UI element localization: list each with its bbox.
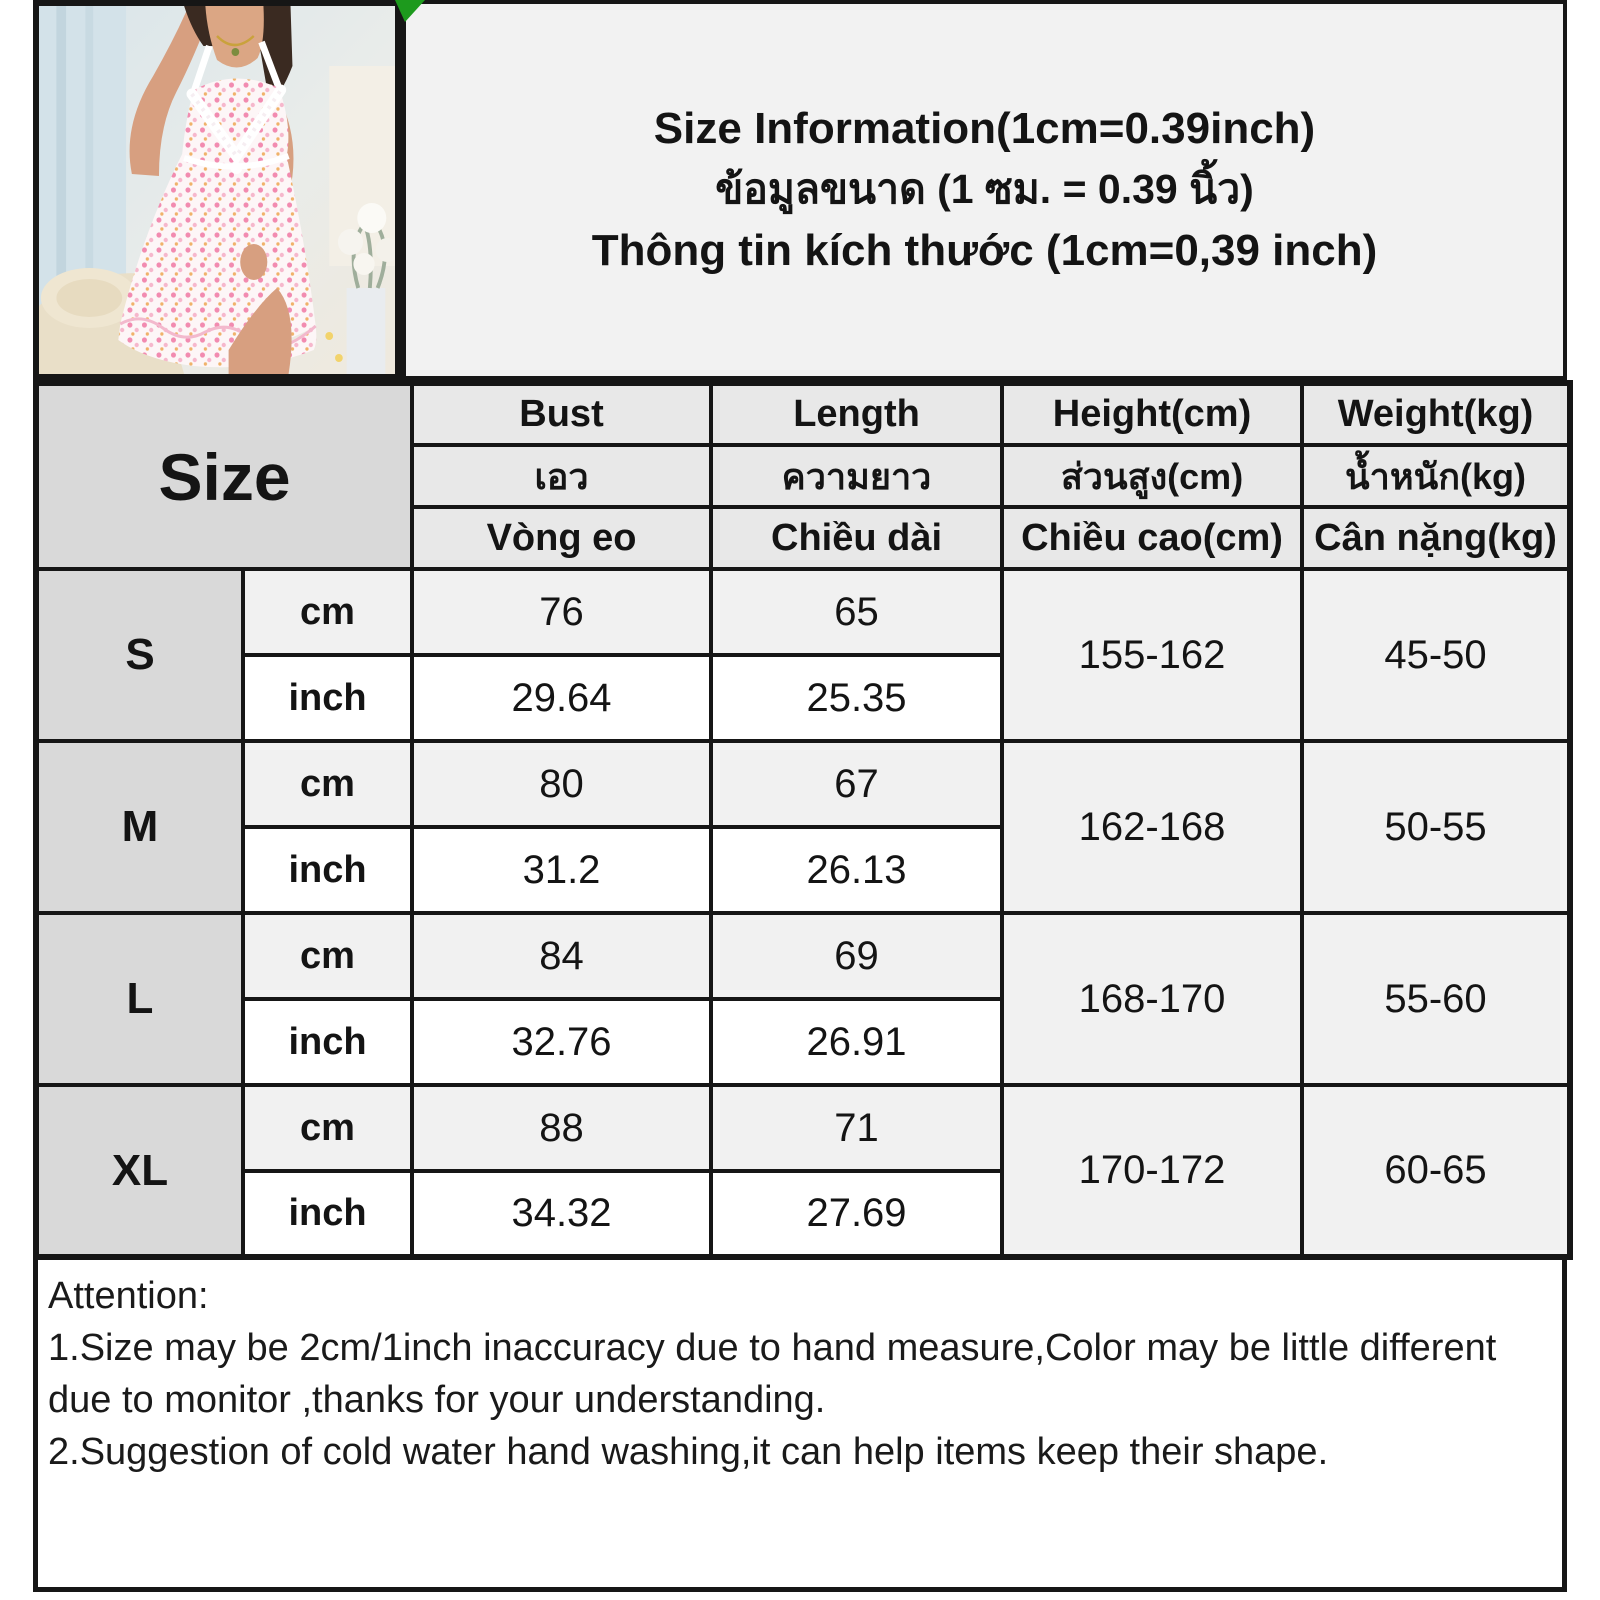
col-header-height-th: ส่วนสูง(cm) [1000,443,1305,509]
table-row-m-cm: M cm 80 67 162-168 50-55 [34,739,1573,915]
col-header-weight-th: น้ำหนัก(kg) [1300,443,1573,509]
bust-cm-m: 80 [410,739,714,829]
title-thai: ข้อมูลขนาด (1 ซม. = 0.39 นิ้ว) [715,166,1254,213]
bust-cm-l: 84 [410,911,714,1001]
size-table: Size Bust Length Height(cm) Weight(kg) เ… [33,380,1574,1260]
leg [228,288,292,374]
floral-dress [120,78,316,351]
unit-label-cm: cm [240,1083,415,1173]
table-row-s-inch: inch 29.64 25.35 [36,653,1570,743]
bust-inch-l: 32.76 [410,997,714,1087]
size-label-s: S [34,567,245,743]
length-inch-s: 25.35 [709,653,1005,743]
model-figure [118,6,317,374]
attention-heading: Attention: [48,1275,209,1317]
bust-inch-m: 31.2 [410,825,714,915]
height-range-l: 168-170 [1000,911,1305,1087]
attention-notes: Attention: 1.Size may be 2cm/1inch inacc… [33,1260,1567,1592]
flower-vase [325,203,395,374]
bust-inch-s: 29.64 [410,653,714,743]
weight-range-l: 55-60 [1300,911,1573,1087]
unit-label-inch: inch [240,653,415,743]
height-range-xl: 170-172 [1000,1083,1305,1259]
table-row-xl-inch: inch 34.32 27.69 [36,1169,1570,1259]
col-header-length-th: ความยาว [709,443,1005,509]
unit-label-cm: cm [240,739,415,829]
table-row-m-inch: inch 31.2 26.13 [36,825,1570,915]
unit-label-cm: cm [240,911,415,1001]
length-inch-m: 26.13 [709,825,1005,915]
weight-range-m: 50-55 [1300,739,1573,915]
length-cm-s: 65 [709,567,1005,657]
table-row-s-cm: S cm 76 65 155-162 45-50 [34,567,1573,743]
weight-range-s: 45-50 [1300,567,1573,743]
height-range-m: 162-168 [1000,739,1305,915]
bust-cm-xl: 88 [410,1083,714,1173]
product-photo [33,0,401,380]
height-range-s: 155-162 [1000,567,1305,743]
unit-label-inch: inch [240,825,415,915]
length-cm-m: 67 [709,739,1005,829]
col-header-height-en: Height(cm) [1000,381,1305,447]
unit-label-cm: cm [240,567,415,657]
title-english: Size Information(1cm=0.39inch) [653,104,1316,154]
weight-range-xl: 60-65 [1300,1083,1573,1259]
bust-cm-s: 76 [410,567,714,657]
length-inch-xl: 27.69 [709,1169,1005,1259]
col-header-bust-th: เอว [410,443,714,509]
top-section: Size Information(1cm=0.39inch) ข้อมูลขนา… [33,0,1567,380]
length-inch-l: 26.91 [709,997,1005,1087]
size-label-xl: XL [34,1083,245,1259]
table-row-l-inch: inch 32.76 26.91 [36,997,1570,1087]
col-header-height-vi: Chiều cao(cm) [1000,505,1305,571]
size-label-m: M [34,739,245,915]
product-photo-illustration [39,6,395,374]
col-header-length-vi: Chiều dài [709,505,1005,571]
size-header-cell: Size [33,381,415,571]
green-corner-marker [393,0,425,22]
bust-inch-xl: 34.32 [410,1169,714,1259]
attention-note-1: 1.Size may be 2cm/1inch inaccuracy due t… [48,1327,1497,1421]
size-info-header: Size Information(1cm=0.39inch) ข้อมูลขนา… [401,0,1567,380]
unit-label-inch: inch [240,1169,415,1259]
necklace [216,35,255,47]
header-row-thai: เอว ความยาว ส่วนสูง(cm) น้ำหนัก(kg) [36,443,1573,509]
length-cm-xl: 71 [709,1083,1005,1173]
col-header-bust-vi: Vòng eo [410,505,714,571]
table-row-xl-cm: XL cm 88 71 170-172 60-65 [34,1083,1573,1259]
unit-label-inch: inch [240,997,415,1087]
col-header-length-en: Length [709,381,1005,447]
header-row-vietnamese: Vòng eo Chiều dài Chiều cao(cm) Cân nặng… [36,505,1573,571]
attention-note-2: 2.Suggestion of cold water hand washing,… [48,1431,1329,1473]
size-label-l: L [34,911,245,1087]
curtain [39,6,127,306]
title-vietnamese: Thông tin kích thước (1cm=0,39 inch) [591,225,1378,275]
col-header-weight-en: Weight(kg) [1300,381,1573,447]
dresser [329,66,395,266]
table-row-l-cm: L cm 84 69 168-170 55-60 [34,911,1573,1087]
col-header-weight-vi: Cân nặng(kg) [1300,505,1573,571]
length-cm-l: 69 [709,911,1005,1001]
header-row-english: Size Bust Length Height(cm) Weight(kg) [33,381,1573,571]
col-header-bust-en: Bust [410,381,714,447]
